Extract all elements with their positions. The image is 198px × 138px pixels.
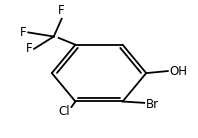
Text: Cl: Cl [58,105,69,118]
Text: F: F [58,4,65,17]
Text: Br: Br [146,98,159,111]
Text: OH: OH [170,65,188,78]
Text: F: F [20,26,26,39]
Text: F: F [26,42,32,55]
